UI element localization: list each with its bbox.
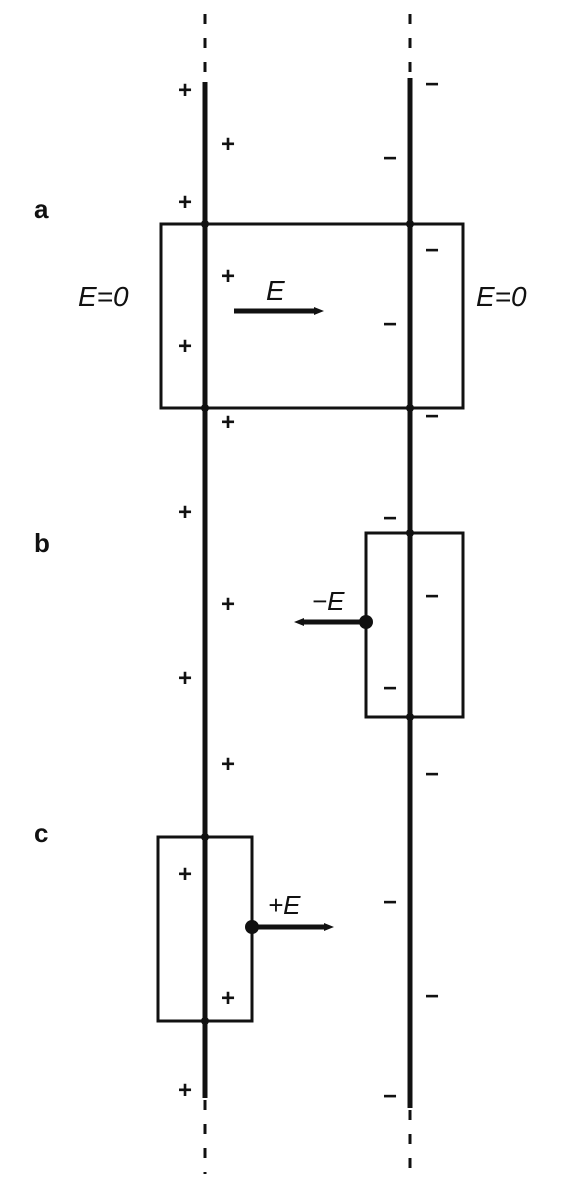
negative-charge: − [383,889,397,916]
positive-charge: + [178,333,192,360]
junction-dot [201,1017,209,1025]
negative-charge: − [383,1083,397,1110]
junction-dot [406,404,414,412]
positive-charge: + [178,665,192,692]
field-label-outside-right: E=0 [476,281,527,312]
negative-charge: − [425,583,439,610]
negative-charge: − [425,983,439,1010]
positive-charge: + [178,77,192,104]
positive-charge: + [178,189,192,216]
junction-dot [406,220,414,228]
positive-charge: + [221,409,235,436]
positive-charge: + [221,131,235,158]
field-label-b: −E [312,586,345,616]
field-label-outside-left: E=0 [78,281,129,312]
negative-charge: − [383,675,397,702]
negative-charge: − [425,761,439,788]
junction-dot [201,220,209,228]
positive-charges: + + + + + + + + + + + + + [178,77,235,1104]
junction-dot [201,833,209,841]
positive-charge: + [178,499,192,526]
negative-charge: − [383,145,397,172]
gaussian-surface-b [364,531,465,719]
negative-charge: − [383,311,397,338]
negative-charge: − [425,71,439,98]
positive-charge: + [221,591,235,618]
junction-dot [201,404,209,412]
negative-charge: − [425,403,439,430]
positive-charge: + [178,861,192,888]
positive-charge: + [221,751,235,778]
junction-dot [406,713,414,721]
part-a-label: a [34,194,49,224]
negative-charge: − [383,505,397,532]
field-label-inside: E [266,275,285,306]
part-c-label: c [34,818,48,848]
negative-charges: − − − − − − − − − − − − [383,71,439,1110]
part-b-label: b [34,528,50,558]
positive-charge: + [178,1077,192,1104]
positive-charge: + [221,263,235,290]
negative-charge: − [425,237,439,264]
field-label-c: +E [268,890,301,920]
junction-dot [406,529,414,537]
gaussian-surface-a [159,222,465,410]
positive-charge: + [221,985,235,1012]
